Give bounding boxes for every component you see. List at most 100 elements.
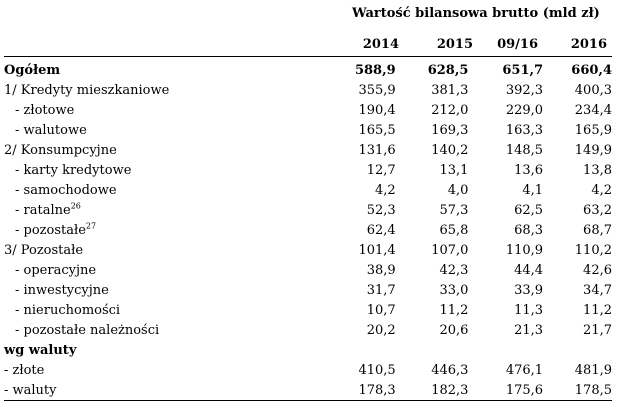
value-cell: 165,5 [358,123,396,138]
value-cell: 628,5 [427,63,469,78]
value-cell: 44,4 [514,263,544,278]
value-cell: 476,1 [505,363,544,378]
value-cell: 178,5 [574,383,612,398]
value-cell: 400,3 [574,83,612,98]
row-label: 1/ Kredyty mieszkaniowe [4,81,348,101]
table-row: - walutowe 165,5 169,3 163,3 165,9 [4,121,612,141]
table-row: 1/ Kredyty mieszkaniowe 355,9 381,3 392,3 40… [4,81,612,101]
value-cell: 4,0 [447,183,469,198]
value-cell: 13,1 [439,163,469,178]
value-cell: 12,7 [366,163,396,178]
year-header-row: 2014 2015 09/16 2016 [0,37,612,57]
value-cell: 4,2 [375,183,396,198]
value-cell: 68,3 [514,223,544,238]
value-cell: 481,9 [574,363,612,378]
value-cell: 234,4 [574,103,612,118]
value-cell: 11,2 [439,303,469,318]
table-row: - złotowe 190,4 212,0 229,0 234,4 [4,101,612,121]
year-header: 2016 [570,37,607,52]
table-row: - waluty 178,3 182,3 175,6 178,5 [4,381,612,401]
value-cell: 101,4 [358,243,396,258]
table-row: wg waluty [4,341,612,361]
footnote-marker: 26 [70,201,81,211]
value-cell: 13,6 [514,163,544,178]
row-label-text: - operacyjne [15,263,97,278]
value-cell: 660,4 [571,63,612,78]
table-row: - karty kredytowe 12,7 13,1 13,6 13,8 [4,161,612,181]
value-cell: 63,2 [583,203,612,218]
year-header: 2015 [436,37,473,52]
row-label-text: 3/ Pozostałe [4,243,84,258]
row-label: - złote [4,361,348,381]
row-label: - ratalne26 [4,201,348,221]
value-cell: 110,2 [574,243,612,258]
value-cell: 588,9 [354,63,396,78]
row-label-text: - złote [4,363,45,378]
value-cell: 190,4 [358,103,396,118]
value-cell: 57,3 [439,203,469,218]
value-cell: 65,8 [439,223,469,238]
value-cell: 148,5 [505,143,544,158]
row-label: wg waluty [4,341,348,361]
year-header: 2014 [362,37,399,52]
value-cell: 651,7 [502,63,544,78]
value-cell [396,341,469,361]
value-cell: 107,0 [431,243,469,258]
row-label: - waluty [4,381,348,401]
row-label-text: - samochodowe [15,183,117,198]
table-row: 3/ Pozostałe 101,4 107,0 110,9 110,2 [4,241,612,261]
row-label: - złotowe [4,101,348,121]
row-label: - pozostałe27 [4,221,348,241]
value-cell: 34,7 [583,283,612,298]
value-cell: 355,9 [358,83,396,98]
value-cell: 33,0 [439,283,469,298]
value-cell: 381,3 [431,83,469,98]
table-row: - złote 410,5 446,3 476,1 481,9 [4,361,612,381]
row-label-text: - pozostałe należności [15,323,160,338]
value-cell [543,341,612,361]
table-row: 2/ Konsumpcyjne 131,6 140,2 148,5 149,9 [4,141,612,161]
value-cell [468,341,543,361]
table-row: - samochodowe 4,2 4,0 4,1 4,2 [4,181,612,201]
value-cell: 62,5 [514,203,544,218]
row-label: - nieruchomości [4,301,348,321]
value-cell: 446,3 [431,363,469,378]
value-cell: 11,2 [583,303,612,318]
value-cell: 165,9 [574,123,612,138]
row-label-text: Ogółem [4,63,61,78]
year-header: 09/16 [497,37,538,52]
header-rule [4,56,612,57]
value-cell: 20,2 [366,323,396,338]
value-cell: 4,1 [522,183,544,198]
row-label-text: wg waluty [4,343,77,358]
value-cell: 178,3 [358,383,396,398]
value-cell: 212,0 [431,103,469,118]
row-label-text: - ratalne [15,203,71,218]
row-label: 3/ Pozostałe [4,241,348,261]
row-label: - karty kredytowe [4,161,348,181]
row-label-text: 1/ Kredyty mieszkaniowe [4,83,170,98]
row-label: - samochodowe [4,181,348,201]
value-cell: 62,4 [366,223,396,238]
row-label-text: - pozostałe [15,223,86,238]
table-row: - ratalne26 52,3 57,3 62,5 63,2 [4,201,612,221]
value-cell: 20,6 [439,323,469,338]
table-row: - pozostałe27 62,4 65,8 68,3 68,7 [4,221,612,241]
table-row: - pozostałe należności 20,2 20,6 21,3 21,7 [4,321,612,341]
row-label-text: - złotowe [15,103,75,118]
value-cell: 10,7 [366,303,396,318]
value-cell: 163,3 [505,123,544,138]
value-cell: 33,9 [514,283,544,298]
row-label: - walutowe [4,121,348,141]
value-cell: 42,3 [439,263,469,278]
value-cell: 42,6 [583,263,612,278]
value-cell: 149,9 [574,143,612,158]
value-cell: 182,3 [431,383,469,398]
value-cell: 175,6 [505,383,544,398]
row-label-text: - waluty [4,383,57,398]
value-cell: 38,9 [366,263,396,278]
row-label: 2/ Konsumpcyjne [4,141,348,161]
row-label-text: - inwestycyjne [15,283,109,298]
row-label: - inwestycyjne [4,281,348,301]
value-cell: 21,7 [583,323,612,338]
